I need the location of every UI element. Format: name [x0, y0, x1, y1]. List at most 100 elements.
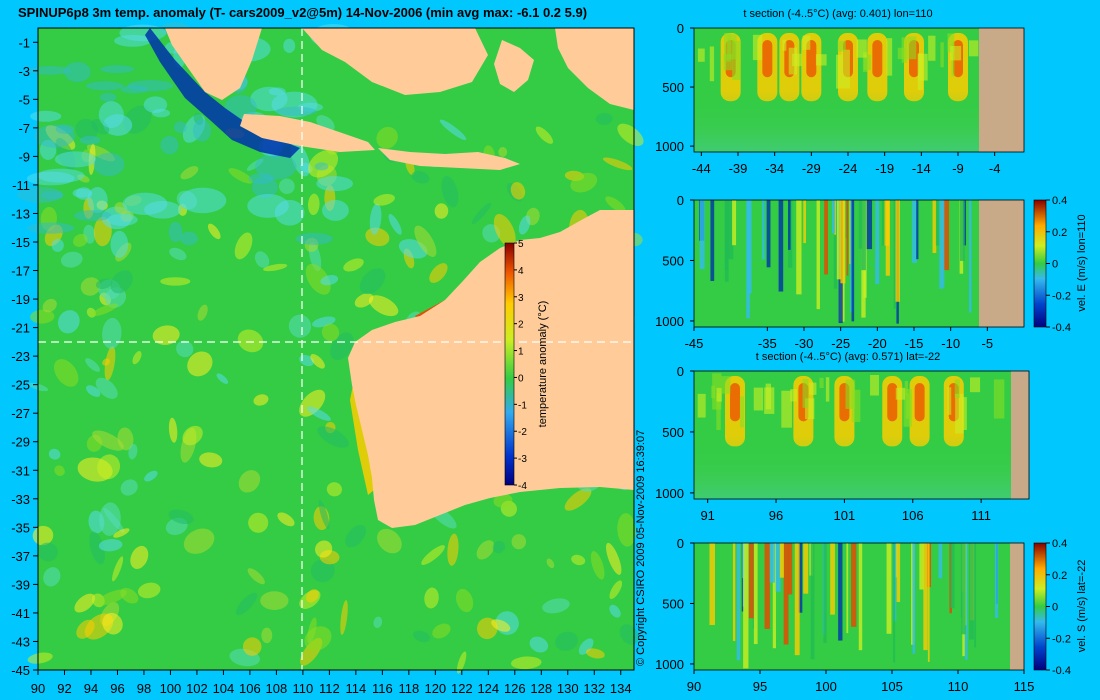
- velocity-streak: [886, 543, 892, 634]
- eddy-blob: [288, 314, 312, 338]
- section-x-tick-label: -35: [758, 336, 777, 351]
- eddy-blob: [89, 531, 105, 565]
- section-x-tick-label: -44: [692, 161, 711, 176]
- eddy-blob: [578, 638, 594, 655]
- map-y-tick-label: -11: [12, 178, 30, 193]
- cool-water-blob: [275, 106, 317, 116]
- cool-water-blob: [151, 108, 171, 118]
- map-x-tick-label: 90: [31, 681, 45, 696]
- thermal-patch: [940, 42, 944, 68]
- map-x-tick-label: 102: [186, 681, 208, 696]
- eddy-blob: [555, 631, 578, 651]
- eddy-blob: [278, 178, 295, 194]
- eddy-blob: [609, 604, 621, 618]
- eddy-blob: [434, 203, 449, 219]
- eddy-blob: [183, 528, 215, 554]
- land-australia: [348, 210, 634, 528]
- map-x-tick-label: 122: [451, 681, 473, 696]
- eddy-blob: [432, 623, 451, 639]
- section-x-tick-label: 100: [815, 679, 837, 694]
- eddy-blob: [491, 619, 511, 632]
- section-y-tick-label: 500: [662, 253, 684, 268]
- thermal-patch: [815, 54, 827, 66]
- eddy-blob: [261, 627, 273, 644]
- temp-section-lat-axes: 91 96 101 106 111 0 500 1000: [655, 364, 991, 523]
- map-x-tick-label: 92: [57, 681, 71, 696]
- thermal-patch: [950, 45, 962, 61]
- map-y-tick-label: -5: [18, 92, 30, 107]
- eddy-blob: [113, 528, 130, 538]
- velocity-streak: [968, 200, 972, 313]
- cool-water-blob: [40, 191, 64, 200]
- eddy-blob: [413, 630, 430, 643]
- cool-water-blob: [119, 24, 167, 42]
- map-y-tick-label: -3: [18, 64, 30, 79]
- thermal-patch: [723, 54, 733, 71]
- eddy-blob: [368, 295, 399, 317]
- eddy-blob: [207, 223, 221, 240]
- section-x-tick-label: -24: [839, 161, 858, 176]
- section-x-tick-label: 115: [1014, 679, 1035, 694]
- map-y-tick-label: -37: [11, 549, 30, 564]
- section-y-tick-label: 0: [677, 193, 684, 208]
- eddy-blob: [132, 351, 142, 365]
- eddy-blob: [95, 278, 113, 289]
- thermal-patch: [901, 37, 908, 63]
- velocity-streak: [932, 200, 937, 253]
- eddy-blob: [263, 263, 288, 272]
- velocity-streak: [994, 543, 999, 619]
- eddy-blob: [354, 293, 374, 308]
- coastal-warm-band: [415, 258, 488, 320]
- thermal-patch: [962, 397, 967, 430]
- eddy-blob: [260, 591, 289, 611]
- velocity-streak: [764, 543, 770, 629]
- velocity-streak: [753, 543, 758, 645]
- eddy-blob: [492, 540, 506, 554]
- thermal-patch: [711, 385, 716, 399]
- map-land: [165, 28, 634, 528]
- velocity-streak: [942, 200, 945, 288]
- section-y-tick-label: 1000: [655, 486, 684, 501]
- map-colorbar-tick-label: 0: [518, 373, 524, 384]
- cool-water-blob: [74, 210, 112, 222]
- eddy-blob: [248, 512, 269, 533]
- section-x-tick-label: -14: [912, 161, 931, 176]
- eddy-blob: [388, 214, 402, 235]
- map-colorbar-tick-label: -1: [518, 400, 527, 411]
- section-y-tick-label: 1000: [655, 657, 684, 672]
- eddy-blob: [104, 345, 116, 381]
- cool-water-blob: [179, 187, 227, 214]
- eddy-blob: [197, 304, 208, 321]
- temp-section-lat-title: t section (-4..5°C) (avg: 0.571) lat=-22: [756, 351, 940, 363]
- map-y-tick-label: -27: [11, 406, 30, 421]
- eddy-blob: [359, 268, 386, 295]
- temp-section-lon-frame: [693, 27, 1025, 153]
- map-y-tick-label: -21: [11, 321, 30, 336]
- deep-layer: [694, 435, 1011, 499]
- eddy-blob: [187, 351, 213, 377]
- eddy-blob: [320, 274, 339, 286]
- velocity-streak: [766, 200, 771, 268]
- map-y-tick-label: -33: [11, 492, 30, 507]
- velocity-streak: [830, 543, 835, 615]
- eddy-blob: [99, 502, 121, 536]
- velocity-streak: [912, 543, 916, 654]
- thermal-patch: [895, 387, 906, 400]
- velocity-streak: [836, 200, 841, 280]
- velocity-streak: [881, 200, 887, 246]
- cool-water-blob: [255, 153, 297, 180]
- thermal-patch: [907, 36, 917, 60]
- land-new-guinea: [555, 28, 634, 110]
- velocity-streak: [884, 200, 890, 246]
- velocity-streak: [762, 200, 765, 260]
- eddy-blob: [85, 358, 100, 372]
- eddy-blob: [27, 652, 53, 664]
- thermal-patch: [841, 49, 850, 89]
- vel-east-colorbar-label: vel. E (m/s) lon=110: [1076, 214, 1088, 311]
- thermal-patch: [862, 52, 868, 72]
- velocity-streak: [823, 543, 827, 643]
- vel-east-colorbar-ticks: 0.4 0.2 0 -0.2 -0.4: [1046, 195, 1071, 334]
- velocity-streak: [969, 543, 974, 640]
- map-colorbar-tick-label: -4: [518, 481, 527, 492]
- eddy-blob: [476, 540, 495, 560]
